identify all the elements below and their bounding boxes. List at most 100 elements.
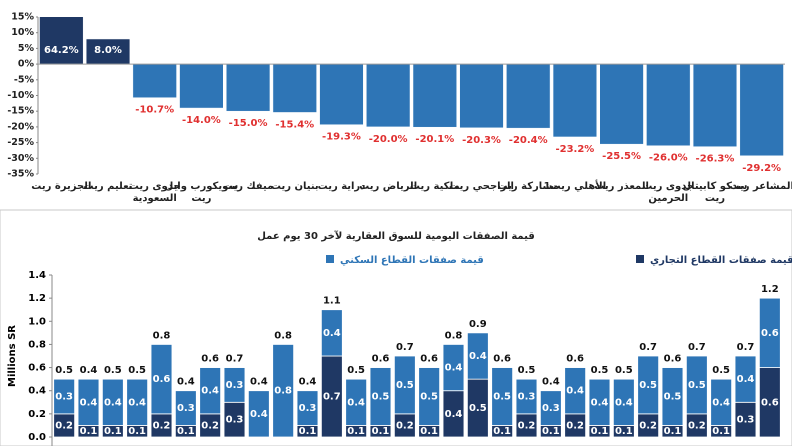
bar-segment (77, 378, 100, 426)
segment-label: 0.6 (761, 397, 779, 408)
value-label: -14.0% (182, 115, 221, 126)
y-tick-label: 1.0 (28, 316, 46, 327)
segment-label: 0.4 (615, 397, 633, 408)
value-label: -19.3% (322, 132, 361, 143)
bar-segment (466, 332, 489, 380)
segment-label: 0.4 (80, 397, 98, 408)
segment-label: 0.6 (153, 374, 171, 385)
bar-segment (320, 309, 343, 357)
total-label: 0.5 (128, 365, 146, 376)
y-tick-label: 0% (18, 59, 35, 70)
segment-label: 0.5 (688, 380, 706, 391)
segment-label: 0.3 (542, 403, 560, 414)
segment-label: 0.5 (396, 380, 414, 391)
y-tick-label: -10% (7, 90, 34, 101)
bar-segment (637, 355, 660, 415)
bar-segment (612, 378, 635, 426)
total-label: 0.8 (445, 330, 463, 341)
y-tick-label: 0.8 (28, 339, 46, 350)
x-tick-line: سدكو كابيتال (682, 181, 747, 192)
legend-swatch (636, 255, 644, 263)
total-label: 0.5 (518, 365, 536, 376)
total-label: 0.4 (177, 377, 195, 388)
segment-label: 0.1 (615, 426, 633, 437)
bar-segment (199, 367, 222, 415)
x-tick-line: جدوى ريت (642, 181, 694, 192)
bar (599, 63, 644, 145)
bar (226, 63, 271, 112)
x-tick-label: الجزيرة ريت (31, 181, 91, 192)
total-label: 0.5 (347, 365, 365, 376)
value-label: -25.5% (602, 151, 641, 162)
y-tick-label: 0.4 (28, 386, 46, 397)
y-tick-label: 10% (11, 27, 34, 38)
segment-label: 0.3 (55, 392, 73, 403)
total-label: 0.5 (104, 365, 122, 376)
value-label: -20.1% (415, 134, 454, 145)
y-axis-label: Millions SR (7, 325, 18, 387)
segment-label: 0.2 (639, 420, 657, 431)
total-label: 0.6 (372, 354, 390, 365)
bar-segment (685, 355, 708, 415)
value-label: -26.3% (696, 154, 735, 165)
segment-label: 0.4 (347, 397, 365, 408)
bar-segment (247, 390, 270, 438)
x-tick-label: ميفك ريت (223, 181, 273, 192)
total-label: 0.5 (591, 365, 609, 376)
y-tick-label: 0.2 (28, 409, 46, 420)
bar-segment (393, 355, 416, 415)
segment-label: 0.4 (445, 409, 463, 420)
y-tick-label: -15% (7, 106, 34, 117)
y-tick-label: -25% (7, 137, 34, 148)
bar (692, 63, 738, 147)
y-tick-label: 1.2 (28, 293, 46, 304)
bar (272, 63, 317, 113)
total-label: 0.4 (250, 377, 268, 388)
x-tick-line: سويكورب وابل (165, 181, 239, 192)
y-tick-label: 1.4 (28, 270, 46, 281)
bar (319, 63, 364, 125)
chart-title: قيمة الصفقات اليومية للسوق العقارية لآخر… (257, 230, 535, 242)
bar-segment (539, 390, 562, 426)
y-tick-label: -20% (7, 121, 34, 132)
bar-segment (661, 367, 684, 426)
segment-label: 0.5 (372, 392, 390, 403)
segment-label: 0.1 (420, 426, 438, 437)
segment-label: 0.7 (323, 392, 341, 403)
bar-segment (150, 344, 173, 415)
bar-segment (491, 367, 514, 426)
bar-segment (272, 344, 295, 438)
x-tick-label: المعذر ريت (594, 181, 649, 192)
y-tick-label: 0.6 (28, 363, 46, 374)
segment-label: 0.4 (250, 409, 268, 420)
total-label: 0.4 (542, 377, 560, 388)
segment-label: 0.1 (372, 426, 390, 437)
segment-label: 0.3 (177, 403, 195, 414)
x-tick-label: سويكورب وابل ريت (165, 181, 239, 204)
bar-segment (345, 378, 368, 426)
value-label: 8.0% (94, 45, 122, 56)
segment-label: 0.1 (712, 426, 730, 437)
y-tick-label: -35% (7, 169, 34, 180)
total-label: 0.7 (737, 342, 755, 353)
segment-label: 0.1 (493, 426, 511, 437)
total-label: 1.2 (761, 284, 779, 295)
segment-label: 0.4 (201, 386, 219, 397)
chart-2: قيمة الصفقات اليومية للسوق العقارية لآخر… (7, 230, 792, 446)
y-tick-label: 0.0 (28, 432, 46, 443)
segment-label: 0.4 (469, 351, 487, 362)
bar-segment (564, 367, 587, 415)
value-label: -29.2% (742, 163, 781, 174)
segment-label: 0.8 (274, 386, 292, 397)
x-tick-line: ريت (705, 193, 725, 204)
segment-label: 0.4 (445, 363, 463, 374)
bar (506, 63, 551, 129)
bar-segment (734, 355, 757, 403)
value-label: -20.0% (369, 134, 408, 145)
x-tick-label: المشاعر ريت (729, 181, 792, 192)
y-tick-label: -30% (7, 153, 34, 164)
legend-swatch (326, 255, 334, 263)
x-tick-line: السعودية (133, 193, 177, 204)
segment-label: 0.1 (591, 426, 609, 437)
bar (552, 63, 597, 138)
